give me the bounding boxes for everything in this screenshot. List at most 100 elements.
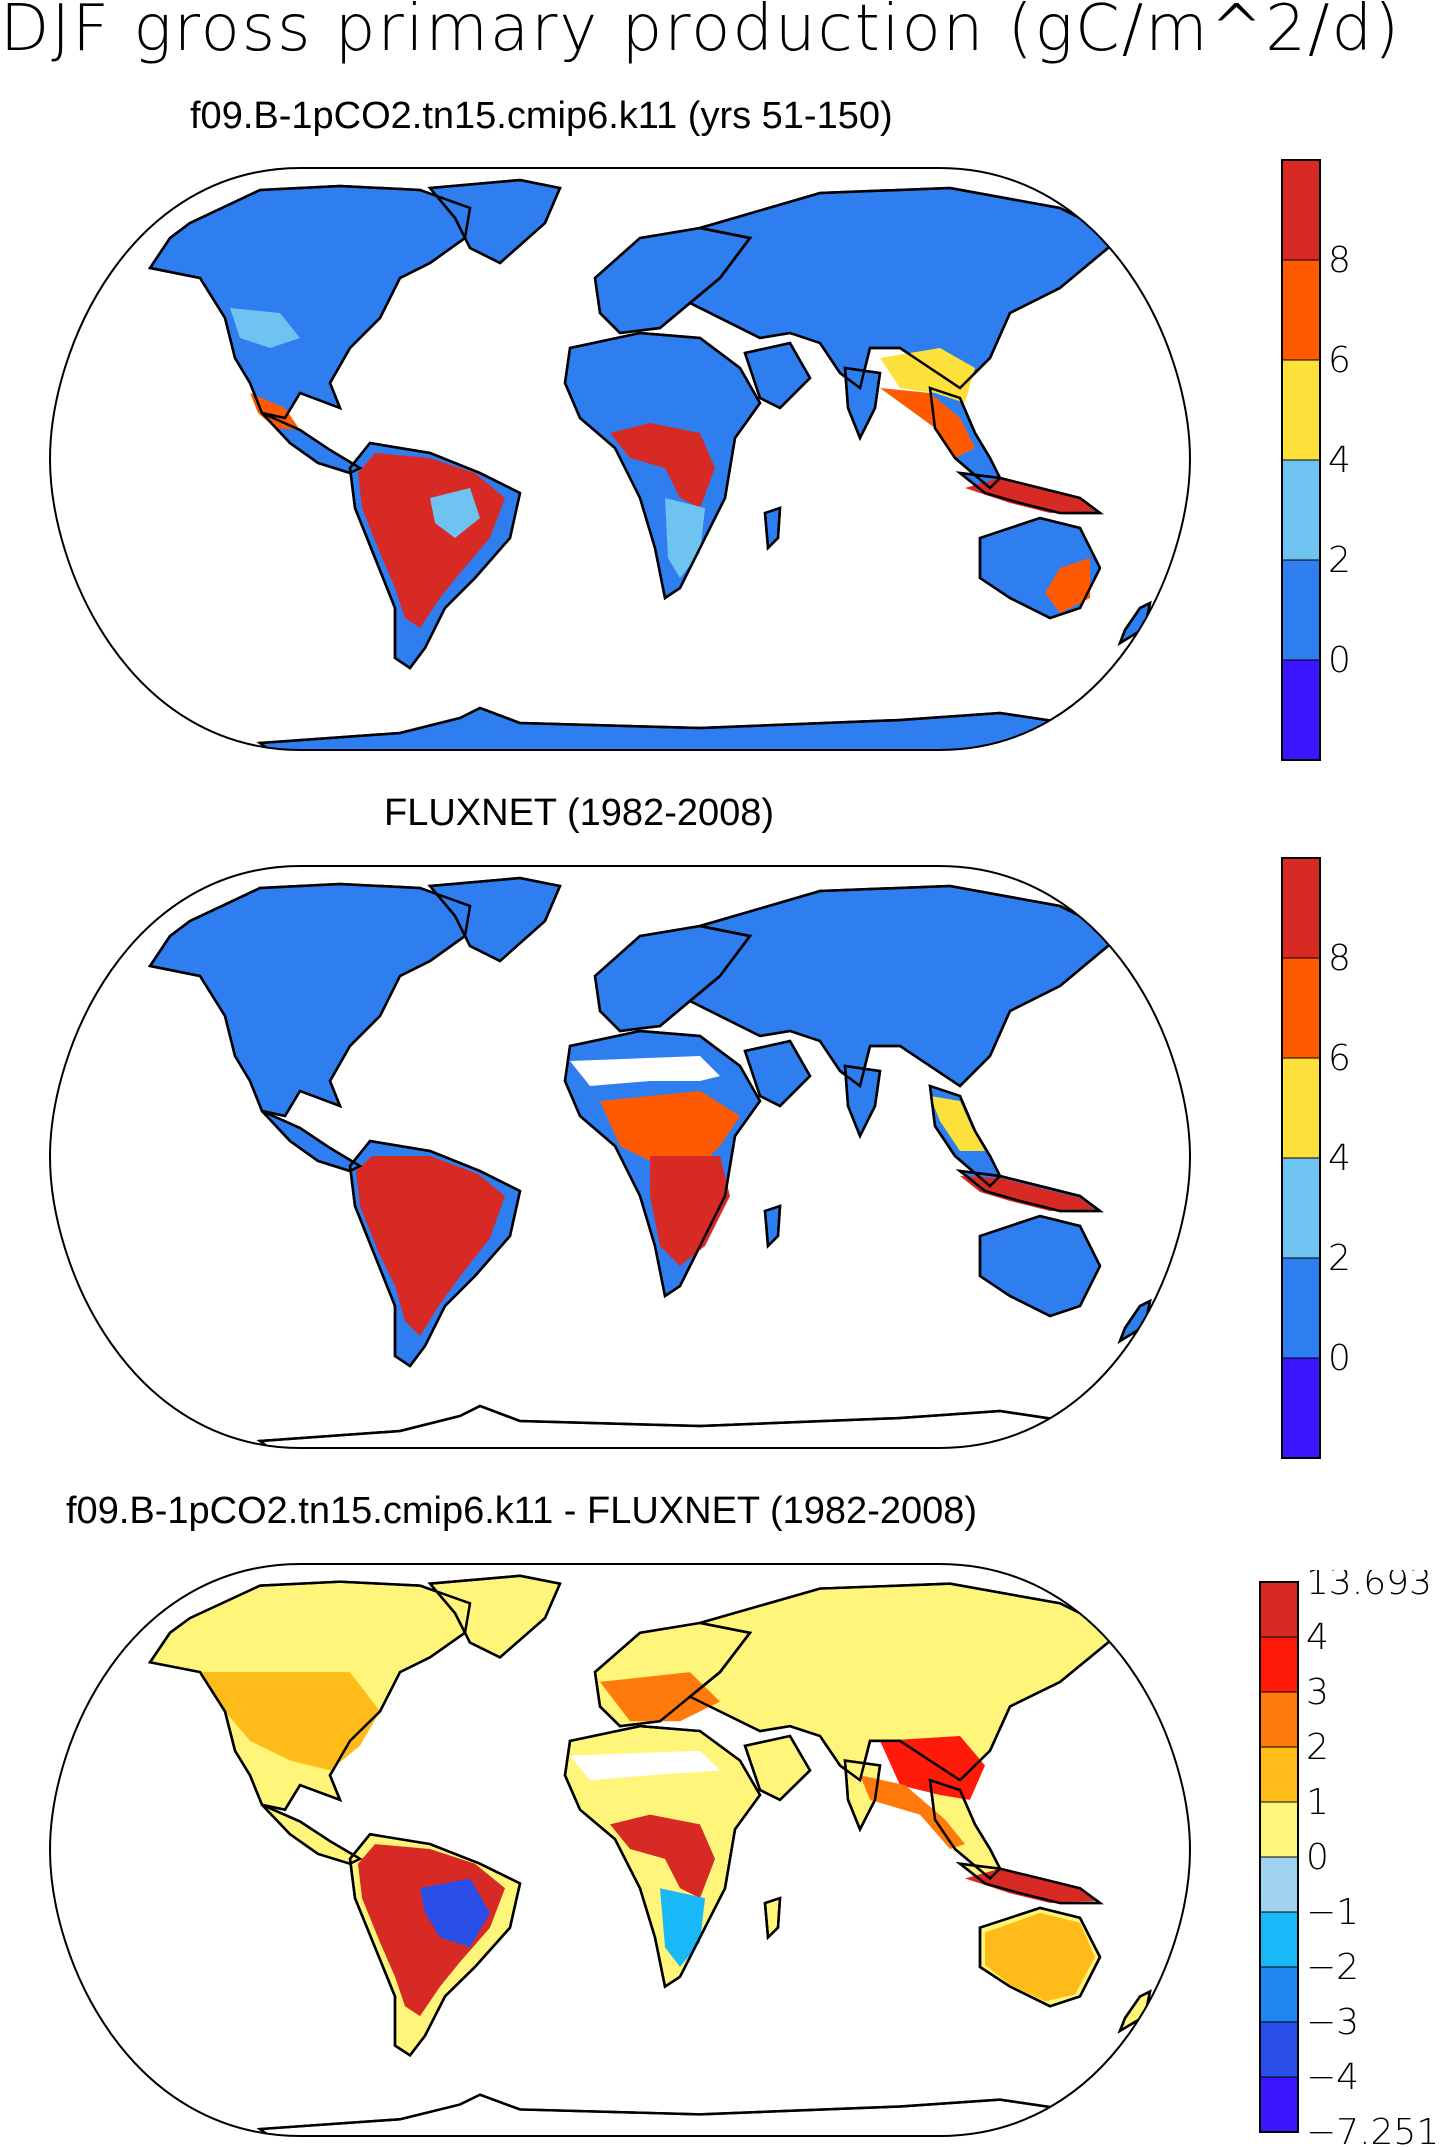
colorbar-tick-label: 8 bbox=[1328, 938, 1351, 979]
coastline-greenland bbox=[427, 178, 562, 265]
colorbar-tick-label: 0 bbox=[1328, 640, 1351, 681]
coastline-indonesia bbox=[955, 1861, 1104, 1905]
colorbar-fluxnet: 0 2 4 6 8 bbox=[1281, 857, 1351, 1459]
colorbar-swatch bbox=[1259, 1691, 1299, 1748]
coastline-australia bbox=[978, 1906, 1102, 2008]
coastline-madagascar bbox=[763, 1896, 782, 1941]
map-frame bbox=[48, 865, 1192, 1449]
panel-3-title: f09.B-1pCO2.tn15.cmip6.k11 - FLUXNET (19… bbox=[66, 1490, 978, 1532]
gpp-region-4 bbox=[960, 1176, 1095, 1211]
colorbar-tick-label: 2 bbox=[1328, 1238, 1351, 1279]
gpp-region-2 bbox=[610, 423, 715, 508]
coastline-south-america bbox=[348, 1139, 522, 1368]
colorbar-swatch bbox=[1259, 1581, 1299, 1638]
gpp-region-6 bbox=[965, 478, 1095, 513]
colorbar-tick-label: −1 bbox=[1306, 1892, 1359, 1933]
coastline-india bbox=[843, 366, 882, 442]
colorbar-swatch bbox=[1281, 359, 1321, 461]
gpp-region-4 bbox=[880, 348, 975, 403]
gpp-region-10 bbox=[600, 1672, 720, 1722]
coastline-antarctica bbox=[256, 2093, 1154, 2136]
gpp-region-1 bbox=[430, 488, 480, 538]
map-panel-fluxnet bbox=[48, 865, 1192, 1449]
colorbar-tick-label: −7.251 bbox=[1306, 2112, 1439, 2145]
gpp-region-0 bbox=[356, 1156, 505, 1336]
coastline-north-america bbox=[147, 1580, 472, 1812]
map-panel-model bbox=[48, 167, 1192, 751]
colorbar-frame bbox=[1259, 1581, 1299, 2133]
colorbar-tick-label: 0 bbox=[1328, 1338, 1351, 1379]
coastline-india bbox=[843, 1064, 882, 1140]
colorbar-swatch bbox=[1259, 1801, 1299, 1858]
coastline-antarctica bbox=[256, 706, 1154, 750]
coastline-south-america bbox=[348, 441, 522, 670]
coastline-greenland bbox=[427, 1574, 562, 1659]
gpp-region-9 bbox=[965, 1868, 1095, 1904]
colorbar-swatch bbox=[1259, 1856, 1299, 1913]
coastline-north-america bbox=[147, 184, 472, 420]
coastline-north-america bbox=[147, 882, 472, 1118]
map-panel-difference bbox=[48, 1563, 1192, 2137]
colorbar-frame bbox=[1281, 857, 1321, 1459]
colorbar-swatch bbox=[1259, 1911, 1299, 1968]
coastline-central-america bbox=[261, 1803, 363, 1866]
colorbar-swatch bbox=[1281, 159, 1321, 261]
gpp-region-6 bbox=[880, 1735, 985, 1800]
coastline-india bbox=[843, 1759, 882, 1833]
colorbar-swatch bbox=[1281, 1257, 1321, 1359]
colorbar-swatch bbox=[1281, 1057, 1321, 1159]
coastline-central-america bbox=[261, 1109, 363, 1173]
colorbar-tick-label: 0 bbox=[1306, 1837, 1329, 1878]
gpp-region-5 bbox=[880, 388, 975, 458]
coastline-new-zealand bbox=[1117, 1989, 1152, 2034]
colorbar-tick-label: 4 bbox=[1306, 1617, 1329, 1658]
gpp-region-7 bbox=[1045, 558, 1090, 613]
gpp-region-8 bbox=[250, 393, 300, 430]
gpp-region-7 bbox=[860, 1775, 965, 1849]
colorbar-swatch bbox=[1281, 1157, 1321, 1259]
gpp-region-5 bbox=[930, 1096, 985, 1151]
colorbar-tick-label: 2 bbox=[1328, 540, 1351, 581]
gpp-region-0 bbox=[200, 1672, 380, 1771]
colorbar-frame bbox=[1281, 159, 1321, 761]
coastline-new-zealand bbox=[1117, 600, 1152, 646]
colorbar-tick-label: −3 bbox=[1306, 2002, 1359, 2043]
colorbar-swatch bbox=[1281, 1357, 1321, 1459]
colorbar-model: 0 2 4 6 8 bbox=[1281, 159, 1351, 761]
colorbar-tick-label: 6 bbox=[1328, 1038, 1351, 1079]
panel-1-title: f09.B-1pCO2.tn15.cmip6.k11 (yrs 51-150) bbox=[190, 95, 893, 137]
colorbar-swatch bbox=[1259, 1636, 1299, 1693]
colorbar-swatch bbox=[1281, 659, 1321, 761]
coastline-arabia bbox=[743, 341, 812, 410]
coastline-africa bbox=[563, 331, 762, 601]
colorbar-swatch bbox=[1281, 857, 1321, 959]
gpp-region-1 bbox=[600, 1091, 740, 1166]
colorbar-tick-label: 13.693 bbox=[1306, 1570, 1432, 1603]
coastline-australia bbox=[978, 1214, 1102, 1318]
colorbar-swatch bbox=[1281, 559, 1321, 661]
colorbar-swatch bbox=[1259, 2021, 1299, 2078]
colorbar-swatch bbox=[1259, 1746, 1299, 1803]
colorbar-tick-label: 1 bbox=[1306, 1782, 1329, 1823]
gpp-region-3 bbox=[610, 1814, 715, 1899]
colorbar-tick-label: 2 bbox=[1306, 1727, 1329, 1768]
gpp-region-2 bbox=[420, 1878, 490, 1948]
colorbar-tick-label: 8 bbox=[1328, 240, 1351, 281]
coastline-indonesia bbox=[955, 471, 1104, 515]
colorbar-swatch bbox=[1281, 957, 1321, 1059]
gpp-region-5 bbox=[570, 1750, 720, 1781]
gpp-region-3 bbox=[570, 1056, 720, 1086]
coastline-antarctica bbox=[256, 1404, 1154, 1448]
colorbar-swatch bbox=[1259, 2076, 1299, 2133]
colorbar-tick-label: 4 bbox=[1328, 440, 1351, 481]
coastline-madagascar bbox=[763, 506, 782, 551]
coastline-indonesia bbox=[955, 1169, 1104, 1213]
coastline-greenland bbox=[427, 876, 562, 963]
map-frame bbox=[48, 167, 1192, 751]
colorbar-swatch bbox=[1281, 459, 1321, 561]
colorbar-difference: −7.251 −4 −3 −2 −1 0 1 2 3 4 13.693 bbox=[1259, 1570, 1439, 2145]
panel-2-title: FLUXNET (1982-2008) bbox=[384, 792, 775, 834]
coastline-south-america bbox=[348, 1832, 522, 2058]
colorbar-tick-label: 3 bbox=[1306, 1672, 1329, 1713]
coastline-australia bbox=[978, 516, 1102, 620]
